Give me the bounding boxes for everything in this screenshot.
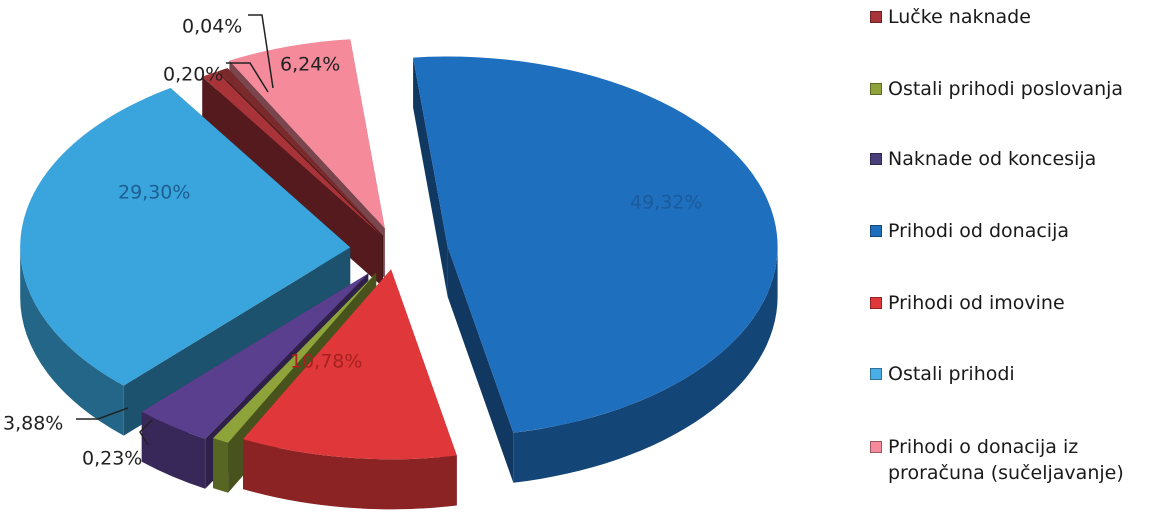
data-label: 6,24% <box>280 54 340 76</box>
data-label: 49,32% <box>630 192 702 214</box>
data-label: 0,23% <box>82 448 142 470</box>
legend-label: Naknade od koncesija <box>888 148 1097 170</box>
legend-label: Prihodi od donacija <box>888 220 1070 242</box>
legend-label: Prihodi o donacija iz proračuna (sučelja… <box>888 436 1124 484</box>
data-label: 3,88% <box>3 413 63 435</box>
data-label: 0,04% <box>182 16 242 38</box>
legend-label: Ostali prihodi <box>888 363 1015 385</box>
data-label: 10,78% <box>290 351 362 373</box>
leader-line <box>248 14 274 89</box>
legend-label: Lučke naknade <box>888 6 1031 28</box>
legend-item: Prihodi od imovine <box>870 290 1163 316</box>
data-label: 0,20% <box>163 64 223 86</box>
legend-item: Prihodi od donacija <box>870 218 1163 244</box>
pie-slice <box>413 56 778 483</box>
legend-swatch <box>870 83 882 95</box>
legend-swatch <box>870 297 882 309</box>
data-label: 29,30% <box>118 182 190 204</box>
legend-item: Prihodi o donacija iz proračuna (sučelja… <box>870 434 1163 486</box>
leader-line <box>139 419 153 446</box>
legend-swatch <box>870 11 882 23</box>
legend-swatch <box>870 225 882 237</box>
legend-item: Ostali prihodi poslovanja <box>870 76 1163 102</box>
legend-item: Naknade od koncesija <box>870 146 1163 172</box>
legend-swatch <box>870 368 882 380</box>
pie-chart: 49,32% 10,78% 0,23% 3,88% 29,30% 0,20% 0,04% 6,… <box>3 14 778 510</box>
legend-item: Ostali prihodi <box>870 361 1163 387</box>
pie-slice <box>202 71 382 287</box>
legend-label: Prihodi od imovine <box>888 292 1065 314</box>
leader-line <box>226 62 269 93</box>
legend-swatch <box>870 153 882 165</box>
pie-slice <box>242 269 457 510</box>
legend-swatch <box>870 441 882 453</box>
legend-item: Lučke naknade <box>870 4 1163 30</box>
leader-line <box>76 407 129 420</box>
legend-label: Ostali prihodi poslovanja <box>888 78 1124 100</box>
